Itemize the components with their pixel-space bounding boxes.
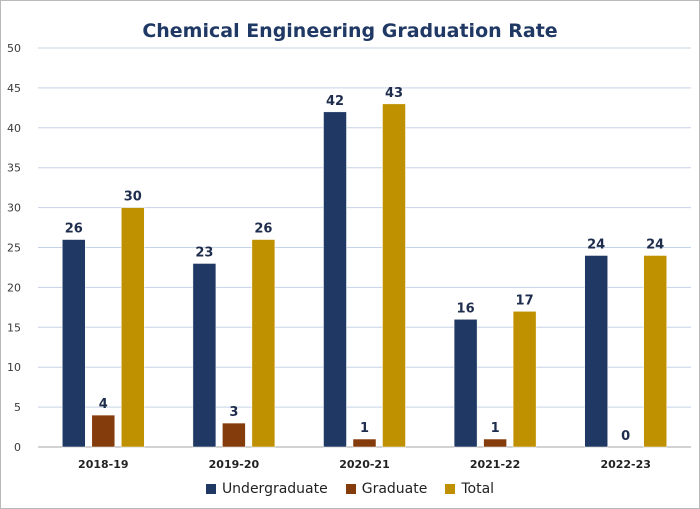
y-tick-label: 35 xyxy=(7,162,21,175)
data-label-total: 17 xyxy=(516,293,534,308)
data-label-undergraduate: 23 xyxy=(195,245,213,260)
y-tick-label: 0 xyxy=(14,441,21,454)
data-label-graduate: 1 xyxy=(491,421,500,436)
x-tick-label: 2021-22 xyxy=(470,458,521,471)
bar-total xyxy=(382,103,406,448)
bar-graduate xyxy=(352,438,377,448)
x-tick-label: 2022-23 xyxy=(600,458,651,471)
legend-label: Total xyxy=(461,481,495,497)
x-tick-label: 2020-21 xyxy=(339,458,390,471)
data-label-total: 30 xyxy=(124,190,142,205)
bar-undergraduate xyxy=(584,255,608,448)
legend-item-total: Total xyxy=(445,481,494,497)
x-tick-label: 2019-20 xyxy=(209,458,260,471)
data-label-total: 26 xyxy=(254,222,272,237)
y-tick-label: 25 xyxy=(7,242,21,255)
legend: Undergraduate Graduate Total xyxy=(1,481,699,497)
bar-undergraduate xyxy=(323,111,347,448)
bar-total xyxy=(643,255,667,448)
legend-item-graduate: Graduate xyxy=(345,481,428,497)
y-tick-label: 45 xyxy=(7,82,21,95)
data-label-total: 43 xyxy=(385,86,403,101)
y-tick-label: 5 xyxy=(14,401,21,414)
y-tick-label: 20 xyxy=(7,281,21,294)
legend-swatch xyxy=(445,484,456,494)
bar-total xyxy=(251,239,276,448)
bar-graduate xyxy=(222,422,246,448)
bar-graduate xyxy=(483,438,507,448)
data-label-undergraduate: 42 xyxy=(326,94,344,109)
legend-label: Undergraduate xyxy=(221,481,328,497)
data-label-total: 24 xyxy=(646,237,664,252)
bar-undergraduate xyxy=(192,263,217,448)
legend-label: Graduate xyxy=(361,481,428,497)
data-label-undergraduate: 26 xyxy=(65,222,83,237)
bar-total xyxy=(512,311,537,448)
bar-undergraduate xyxy=(62,239,86,448)
data-label-graduate: 1 xyxy=(360,421,369,436)
y-tick-label: 15 xyxy=(7,321,21,334)
data-label-graduate: 4 xyxy=(99,397,108,412)
data-label-graduate: 3 xyxy=(229,405,238,420)
data-label-undergraduate: 24 xyxy=(587,237,605,252)
y-tick-label: 40 xyxy=(7,122,21,135)
legend-swatch xyxy=(205,484,216,494)
x-tick-label: 2018-19 xyxy=(78,458,129,471)
legend-item-undergraduate: Undergraduate xyxy=(205,481,328,497)
data-label-undergraduate: 16 xyxy=(457,301,475,316)
y-tick-label: 50 xyxy=(7,42,21,55)
data-label-graduate: 0 xyxy=(621,429,630,444)
chart-title: Chemical Engineering Graduation Rate xyxy=(142,20,558,42)
y-tick-label: 10 xyxy=(7,361,21,374)
bar-graduate xyxy=(91,414,116,448)
bar-undergraduate xyxy=(453,319,478,448)
y-tick-label: 30 xyxy=(7,202,21,215)
legend-swatch xyxy=(345,484,356,494)
bar-total xyxy=(121,207,145,448)
